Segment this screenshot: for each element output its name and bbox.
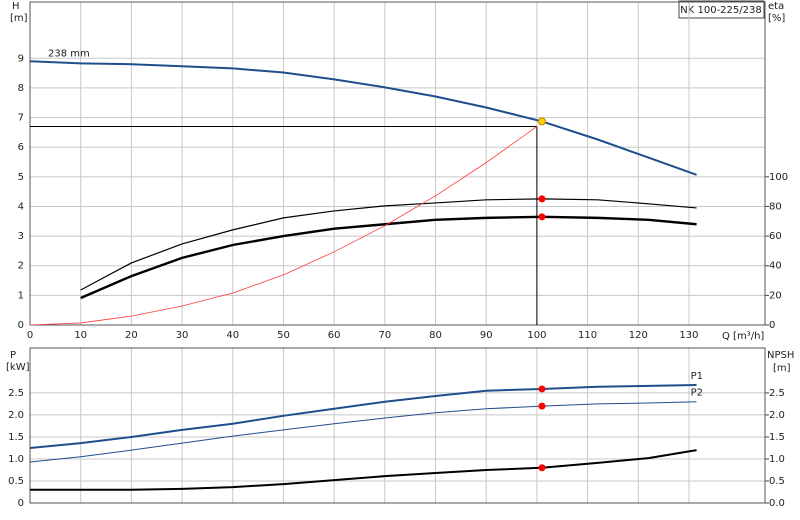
y-tick-label: 5 (18, 172, 24, 183)
y-tick-label: 7 (18, 113, 24, 124)
y-tick-label: 0.5 (8, 476, 24, 487)
y-tick-label: 2.5 (8, 388, 24, 399)
x-tick-label: 30 (176, 330, 189, 341)
x-tick-label: 10 (74, 330, 87, 341)
y2-axis-label: NPSH (767, 350, 794, 361)
y-tick-label: 4 (18, 201, 24, 212)
duty-point (537, 117, 546, 126)
duty-point (538, 464, 546, 472)
x-tick-label: 120 (629, 330, 648, 341)
plot-frame (29, 1, 766, 326)
curve (29, 401, 697, 463)
x-tick-label: 40 (226, 330, 239, 341)
x-tick-label: 90 (480, 330, 493, 341)
y2-axis-unit: [%] (768, 13, 785, 24)
y2-tick-label: 100 (769, 172, 788, 183)
y2-tick-label: 2.5 (769, 388, 785, 399)
y-tick-label: 2.0 (8, 410, 24, 421)
curve (29, 383, 697, 449)
y-tick-label: 8 (18, 83, 24, 94)
x-axis-label: Q [m³/h] (722, 331, 764, 342)
curve (29, 60, 697, 176)
x-tick-label: 50 (277, 330, 290, 341)
y2-tick-label: 80 (769, 201, 782, 212)
y-tick-label: 6 (18, 142, 24, 153)
y-axis-unit: [m] (10, 13, 28, 24)
y2-tick-label: 40 (769, 261, 782, 272)
curve (30, 449, 697, 491)
y-tick-label: 2 (18, 261, 24, 272)
x-tick-label: 80 (429, 330, 442, 341)
y-tick-label: 0 (18, 498, 24, 509)
y2-tick-label: 20 (769, 290, 782, 301)
series-label: 238 mm (48, 48, 90, 59)
y2-tick-label: 0.0 (769, 498, 785, 509)
plot-frame (29, 347, 766, 504)
y2-axis-unit: [m] (773, 363, 791, 374)
y2-tick-label: 60 (769, 231, 782, 242)
curve (80, 215, 697, 300)
duty-point (538, 385, 546, 393)
x-tick-label: 110 (578, 330, 597, 341)
duty-point (538, 195, 546, 203)
y2-tick-label: 1.0 (769, 454, 785, 465)
curve (29, 126, 538, 326)
duty-point (538, 213, 546, 221)
y2-axis-label: eta (768, 1, 784, 12)
x-tick-label: 130 (679, 330, 698, 341)
y-tick-label: 1.0 (8, 454, 24, 465)
x-tick-label: 20 (125, 330, 138, 341)
title-box (678, 0, 765, 19)
x-tick-label: 0 (27, 330, 33, 341)
duty-point (538, 402, 546, 410)
chart-title: NK 100-225/238 (680, 5, 761, 16)
y2-tick-label: 2.0 (769, 410, 785, 421)
y-axis-label: P (10, 350, 16, 361)
series-label: P2 (691, 388, 703, 399)
y-tick-label: 9 (18, 53, 24, 64)
y-tick-label: 0 (18, 320, 24, 331)
curve (80, 198, 697, 291)
y-tick-label: 1.5 (8, 432, 24, 443)
y-axis-label: H (12, 1, 20, 12)
x-tick-label: 60 (328, 330, 341, 341)
series-label: P1 (691, 371, 703, 382)
y2-tick-label: 0 (769, 320, 775, 331)
y-tick-label: 1 (18, 290, 24, 301)
x-tick-label: 100 (527, 330, 546, 341)
x-tick-label: 70 (378, 330, 391, 341)
y-axis-unit: [kW] (6, 362, 30, 373)
y2-tick-label: 1.5 (769, 432, 785, 443)
y2-tick-label: 0.5 (769, 476, 785, 487)
y-tick-label: 3 (18, 231, 24, 242)
